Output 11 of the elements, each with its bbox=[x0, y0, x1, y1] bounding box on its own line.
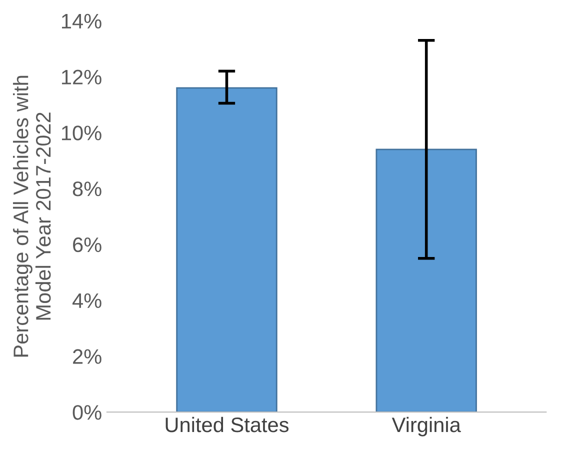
y-tick-label: 0% bbox=[72, 405, 102, 420]
y-tick-label: 8% bbox=[72, 182, 102, 196]
y-tick-label: 2% bbox=[73, 349, 102, 364]
y-tick-label: 4% bbox=[72, 293, 102, 308]
y-tick-label: 6% bbox=[73, 237, 102, 252]
y-tick-label: 14% bbox=[62, 14, 102, 29]
x-tick-label: Virginia bbox=[392, 416, 461, 436]
y-tick-label: 12% bbox=[62, 70, 102, 84]
y-tick-label: 10% bbox=[62, 126, 102, 140]
y-axis-title: Percentage of All Vehicles with Model Year 2017-2022 bbox=[12, 76, 51, 357]
x-tick-label: United States bbox=[166, 416, 289, 432]
